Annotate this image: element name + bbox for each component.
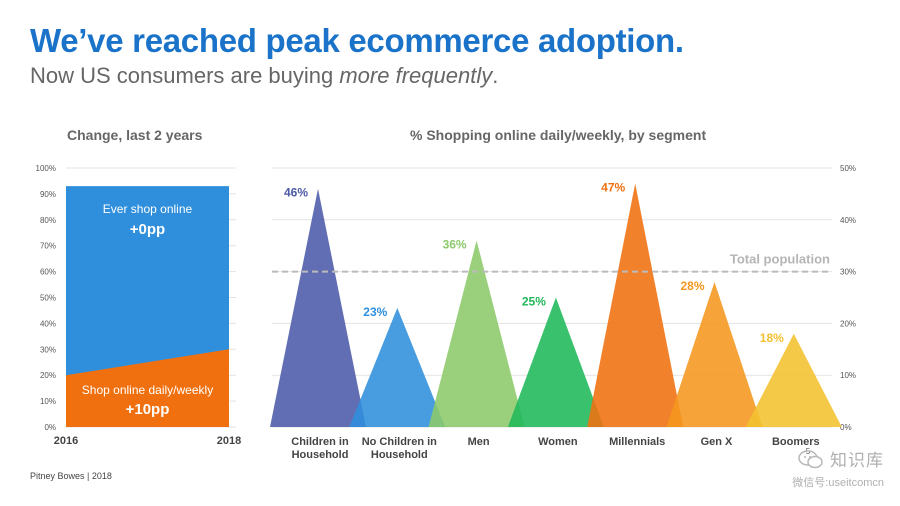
data-label: 46%: [284, 186, 308, 200]
triangle-bar: [666, 281, 763, 427]
y-tick-label: 40%: [40, 319, 56, 328]
area-daily-weekly: [66, 349, 229, 427]
subtitle-prefix: Now US consumers are buying: [30, 63, 340, 88]
x-tick-label: Boomers: [772, 436, 820, 448]
y-tick-label: 10%: [40, 397, 56, 406]
series-annotation: +10pp: [126, 401, 170, 418]
triangle-bar: [349, 307, 446, 427]
x-tick-label: No Children in: [362, 436, 437, 448]
y-tick-label: 80%: [40, 216, 56, 225]
watermark-logo: 知识库: [830, 451, 884, 470]
data-label: 28%: [680, 279, 704, 293]
y-tick-label: 0%: [44, 423, 56, 432]
x-tick-label: 2018: [217, 435, 241, 447]
x-tick-label: Women: [538, 436, 578, 448]
triangle-bar: [507, 297, 604, 427]
series-label: Ever shop online: [103, 202, 193, 216]
y-tick-label: 0%: [840, 423, 852, 432]
y-tick-label: 10%: [840, 371, 856, 380]
y-tick-label: 70%: [40, 242, 56, 251]
series-annotation: +0pp: [130, 221, 165, 238]
watermark-id: 微信号:useitcomcn: [792, 477, 884, 489]
data-label: 25%: [522, 295, 546, 309]
x-tick-label: 2016: [54, 435, 78, 447]
footer-text: Pitney Bowes | 2018: [30, 471, 112, 481]
y-tick-label: 50%: [40, 294, 56, 303]
y-tick-label: 90%: [40, 190, 56, 199]
y-tick-label: 20%: [840, 319, 856, 328]
data-label: 47%: [601, 181, 625, 195]
x-tick-label: Millennials: [609, 436, 665, 448]
right-chart-title: % Shopping online daily/weekly, by segme…: [410, 127, 707, 143]
y-tick-label: 30%: [840, 268, 856, 277]
x-tick-label: Household: [371, 449, 428, 461]
y-tick-label: 100%: [36, 164, 56, 173]
x-tick-label: Men: [468, 436, 490, 448]
series-label: Shop online daily/weekly: [82, 383, 213, 397]
subtitle-suffix: .: [492, 63, 499, 88]
page-subtitle: Now US consumers are buying more frequen…: [30, 63, 498, 89]
page-title: We’ve reached peak ecommerce adoption.: [30, 22, 684, 59]
data-label: 18%: [760, 331, 784, 345]
y-tick-label: 40%: [840, 216, 856, 225]
x-tick-label: Children in: [291, 436, 349, 448]
triangle-bar: [745, 333, 842, 427]
triangle-bar: [428, 240, 525, 427]
left-chart-title: Change, last 2 years: [67, 127, 203, 143]
triangle-bar: [270, 188, 366, 427]
y-tick-label: 50%: [840, 164, 856, 173]
y-tick-label: 60%: [40, 268, 56, 277]
y-tick-label: 20%: [40, 371, 56, 380]
reference-line-label: Total population: [730, 252, 830, 267]
x-tick-label: Gen X: [701, 436, 733, 448]
data-label: 23%: [363, 305, 387, 319]
page-number: 5: [806, 447, 811, 456]
wechat-icon: [798, 449, 823, 468]
x-tick-label: Household: [292, 449, 349, 461]
data-label: 36%: [443, 238, 467, 252]
subtitle-emphasis: more frequently: [339, 63, 493, 88]
y-tick-label: 30%: [40, 345, 56, 354]
watermark: 知识库 微信号:useitcomcn: [764, 446, 884, 490]
triangle-bar: [587, 183, 684, 427]
